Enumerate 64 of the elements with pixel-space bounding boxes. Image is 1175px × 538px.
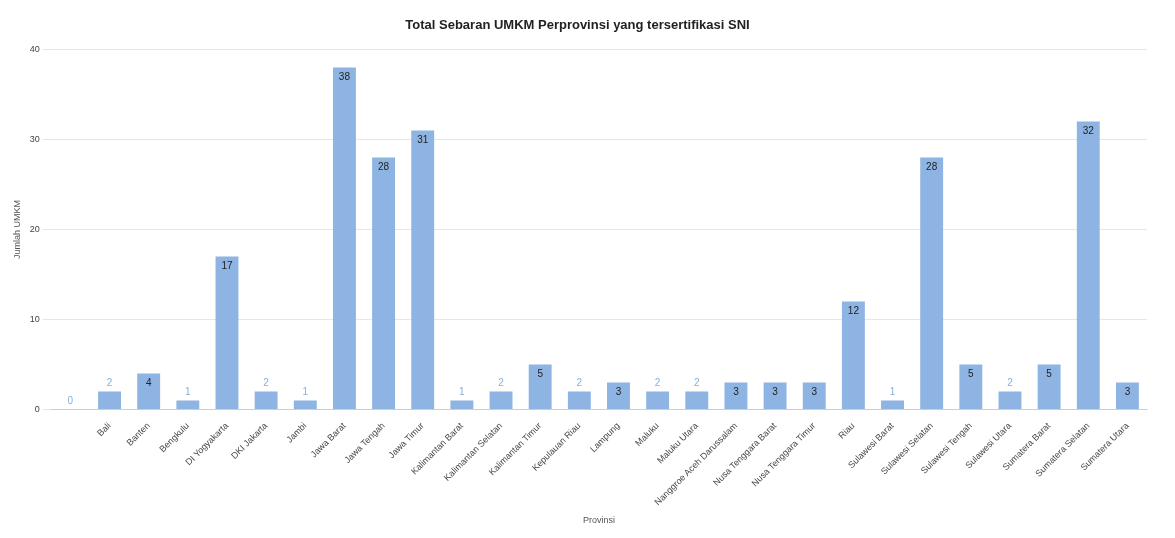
data-label: 12: [847, 305, 860, 317]
data-label: 1: [889, 386, 896, 398]
bar: [959, 364, 983, 410]
y-tick-label: 20: [29, 224, 40, 235]
data-label: 3: [811, 386, 818, 398]
data-label: 5: [537, 368, 544, 380]
data-label: 2: [106, 377, 113, 389]
bar: [685, 391, 709, 410]
bar: [372, 157, 396, 410]
bar: [137, 373, 161, 410]
bar: [881, 400, 904, 410]
bar: [841, 301, 865, 410]
y-tick-label: 40: [29, 44, 40, 55]
data-label: 3: [615, 386, 622, 398]
data-label: 28: [926, 161, 938, 173]
y-tick-label: 10: [29, 314, 40, 325]
data-label: 31: [417, 134, 429, 146]
data-label: 5: [1046, 368, 1053, 380]
bar: [489, 391, 513, 410]
data-label: 3: [733, 386, 740, 398]
y-tick-label: 30: [29, 134, 40, 145]
data-label: 0: [67, 395, 74, 407]
data-label: 3: [1124, 386, 1131, 398]
data-label: 5: [968, 368, 975, 380]
data-label: 2: [1007, 377, 1014, 389]
bar: [763, 382, 787, 410]
bar: [998, 391, 1022, 410]
data-label: 1: [185, 386, 192, 398]
data-label: 2: [498, 377, 505, 389]
bar: [528, 364, 552, 410]
x-tick-label: Bali: [95, 420, 113, 439]
bar: [332, 67, 356, 410]
data-label: 2: [654, 377, 661, 389]
data-label: 32: [1082, 125, 1095, 137]
bar: [215, 256, 239, 410]
data-label: 38: [338, 71, 351, 83]
bar: [293, 400, 317, 410]
data-label: 2: [576, 377, 583, 389]
data-label: 2: [263, 377, 270, 389]
data-label: 1: [459, 386, 466, 398]
data-label: 1: [302, 386, 309, 398]
data-label: 4: [145, 377, 152, 389]
bar: [920, 157, 944, 410]
data-label: 17: [221, 260, 233, 272]
bar: [567, 391, 591, 410]
bar: [98, 391, 121, 410]
bar: [1076, 121, 1100, 410]
data-label: 3: [772, 386, 779, 398]
y-axis-title: Jumlah UMKM: [11, 200, 22, 260]
data-label: 28: [378, 161, 390, 173]
bar: [607, 382, 630, 410]
bar: [802, 382, 826, 410]
data-label: 2: [694, 377, 700, 389]
chart-title: Total Sebaran UMKM Perprovinsi yang tersertifikasi SNI: [405, 17, 750, 33]
bar: [176, 400, 200, 410]
bar: [1115, 382, 1139, 410]
bar: [646, 391, 670, 410]
bar: [450, 400, 474, 410]
bar: [411, 130, 435, 410]
y-tick-label: 0: [34, 404, 40, 415]
x-axis-title: Provinsi: [582, 515, 615, 526]
bar: [724, 382, 748, 410]
bar: [1037, 364, 1061, 410]
bar: [254, 391, 278, 410]
